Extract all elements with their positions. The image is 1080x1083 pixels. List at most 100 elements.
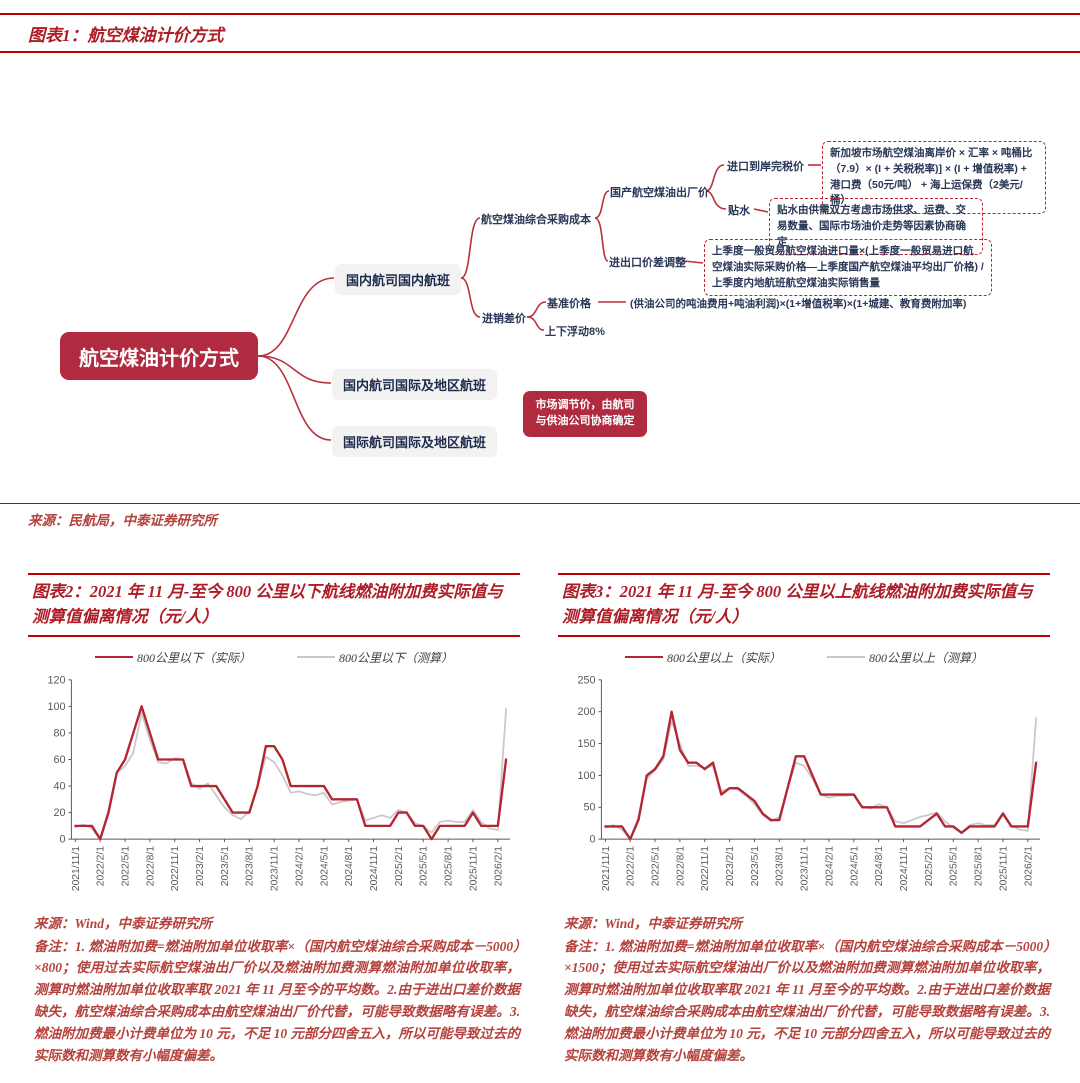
y-tick-label: 100: [577, 769, 595, 781]
node-intl-intl-flights: 国际航司国际及地区航班: [332, 426, 498, 457]
legend-item: 800公里以下（实际）: [94, 649, 251, 666]
y-tick-label: 60: [53, 753, 65, 765]
figures-row: 图表2：2021 年 11 月-至今 800 公里以下航线燃油附加费实际值与测算…: [28, 573, 1080, 1067]
x-tick-label: 2026/2/1: [1023, 845, 1034, 885]
x-tick-label: 2024/2/1: [294, 845, 305, 885]
x-tick-label: 2023/8/1: [245, 845, 256, 885]
figure2-source: 来源：Wind，中泰证券研究所: [34, 915, 213, 931]
legend-item: 800公里以上（实际）: [624, 649, 781, 666]
x-tick-label: 2022/2/1: [96, 845, 107, 885]
x-tick-label: 2024/5/1: [849, 845, 860, 885]
figure1-title: 图表1：航空煤油计价方式: [28, 26, 224, 45]
x-tick-label: 2025/11/1: [468, 845, 479, 890]
y-tick-label: 80: [53, 727, 65, 739]
y-tick-label: 100: [47, 700, 65, 712]
y-tick-label: 200: [577, 706, 595, 718]
premium-note-box: 贴水由供需双方考虑市场供求、运费、交易数量、国际市场油价走势等因素协商确定: [769, 198, 983, 256]
y-tick-label: 120: [47, 674, 65, 686]
y-tick-label: 0: [59, 833, 65, 845]
x-tick-label: 2024/8/1: [344, 845, 355, 885]
x-tick-label: 2024/2/1: [824, 845, 835, 885]
series-line-1: [74, 707, 507, 840]
series-line-0: [604, 710, 1038, 840]
figure1-source: 来源：民航局，中泰证券研究所: [28, 513, 217, 528]
x-tick-label: 2021/11/1: [71, 845, 82, 890]
x-tick-label: 2025/8/1: [444, 845, 455, 885]
node-exfactory-price: 国产航空煤油出厂价: [610, 187, 709, 199]
x-tick-label: 2024/11/1: [369, 845, 380, 890]
y-tick-label: 50: [583, 801, 595, 813]
x-tick-label: 2024/8/1: [874, 845, 885, 885]
x-tick-label: 2021/11/1: [601, 845, 612, 890]
x-tick-label: 2025/8/1: [974, 845, 985, 885]
node-float-range: 上下浮动8%: [545, 326, 605, 338]
figure3-note: 备注：1. 燃油附加费=燃油附加单位收取率×（国内航空煤油综合采购成本－5000…: [564, 938, 1050, 1063]
x-tick-label: 2025/2/1: [924, 845, 935, 885]
legend-line-swatch-estimated: [827, 655, 865, 659]
node-cif-price: 进口到岸完税价: [727, 161, 804, 173]
figure2-title: 图表2：2021 年 11 月-至今 800 公里以下航线燃油附加费实际值与测算…: [32, 582, 503, 626]
x-tick-label: 2023/11/1: [270, 845, 281, 890]
x-tick-label: 2023/2/1: [725, 845, 736, 885]
figure1-header: 图表1：航空煤油计价方式: [0, 13, 1080, 53]
pricing-method-diagram: 航空煤油计价方式 国内航司国内航班 国内航司国际及地区航班 国际航司国际及地区航…: [0, 53, 1080, 503]
figure3-column: 图表3：2021 年 11 月-至今 800 公里以上航线燃油附加费实际值与测算…: [558, 573, 1050, 1067]
cif-formula-box: 新加坡市场航空煤油离岸价 × 汇率 × 吨桶比（7.9）× (I + 关税税率)…: [822, 141, 1046, 214]
divider: [28, 634, 520, 637]
node-base-price: 基准价格: [547, 298, 591, 310]
x-tick-label: 2023/11/1: [800, 845, 811, 890]
x-tick-label: 2025/2/1: [394, 845, 405, 885]
node-purchase-sale-spread: 进销差价: [482, 313, 526, 325]
x-tick-label: 2022/5/1: [650, 845, 661, 885]
x-tick-label: 2024/11/1: [899, 845, 910, 890]
legend-line-swatch-actual: [94, 655, 133, 659]
y-tick-label: 20: [53, 807, 65, 819]
figure3-source: 来源：Wind，中泰证券研究所: [564, 915, 743, 931]
x-tick-label: 2025/11/1: [998, 845, 1009, 890]
x-tick-label: 2024/5/1: [319, 845, 330, 885]
x-tick-label: 2022/5/1: [120, 845, 131, 885]
divider: [558, 634, 1050, 637]
figure3-legend: 800公里以上（实际） 800公里以上（测算）: [558, 649, 1050, 666]
x-tick-label: 2025/5/1: [419, 845, 430, 885]
x-tick-label: 2022/8/1: [675, 845, 686, 885]
divider: [0, 503, 1080, 504]
divider: [558, 573, 1050, 575]
legend-line-swatch-estimated: [297, 655, 335, 659]
root-node: 航空煤油计价方式: [60, 332, 258, 380]
node-domestic-intl-flights: 国内航司国际及地区航班: [332, 369, 498, 400]
series-line-1: [604, 716, 1037, 840]
y-tick-label: 40: [53, 780, 65, 792]
legend-label: 800公里以上（测算）: [869, 650, 984, 665]
node-procurement-cost: 航空煤油综合采购成本: [481, 214, 591, 226]
x-tick-label: 2023/5/1: [220, 845, 231, 885]
import-adjust-formula-box: 上季度一般贸易航空煤油进口量×(上季度一般贸易进口航空煤油实际采购价格—上季度国…: [704, 239, 992, 297]
node-import-export-adjust: 进出口价差调整: [609, 257, 686, 269]
x-tick-label: 2022/2/1: [626, 845, 637, 885]
x-tick-label: 2022/11/1: [700, 845, 711, 890]
legend-label: 800公里以下（测算）: [339, 650, 454, 665]
base-price-formula: (供油公司的吨油费用+吨油利润)×(1+增值税率)×(1+城建、教育费附加率): [630, 298, 967, 310]
divider: [0, 13, 1080, 15]
x-tick-label: 2026/2/1: [493, 845, 504, 885]
x-tick-label: 2025/5/1: [949, 845, 960, 885]
y-tick-label: 250: [577, 674, 595, 686]
legend-item: 800公里以下（测算）: [297, 649, 453, 666]
y-tick-label: 0: [589, 833, 595, 845]
x-tick-label: 2022/8/1: [145, 845, 156, 885]
figure3-title: 图表3：2021 年 11 月-至今 800 公里以上航线燃油附加费实际值与测算…: [562, 582, 1033, 626]
connector-lines: [257, 164, 821, 441]
node-market-price-note: 市场调节价，由航司与供油公司协商确定: [523, 391, 647, 437]
figure2-line-chart: 0 20 40 60 80 100 120 2021/11/1 2022/2/1 2022/5/1…: [47, 674, 511, 891]
x-tick-label: 2023/8/1: [775, 845, 786, 885]
figure2-legend: 800公里以下（实际） 800公里以下（测算）: [28, 649, 520, 666]
node-premium: 贴水: [728, 205, 750, 217]
legend-line-swatch-actual: [624, 655, 663, 659]
x-tick-label: 2023/5/1: [750, 845, 761, 885]
figure2-note: 备注：1. 燃油附加费=燃油附加单位收取率×（国内航空煤油综合采购成本－5000…: [34, 938, 520, 1063]
legend-label: 800公里以上（实际）: [666, 650, 781, 665]
node-domestic-flights: 国内航司国内航班: [335, 264, 462, 295]
y-tick-label: 150: [577, 738, 595, 750]
divider: [28, 573, 520, 575]
